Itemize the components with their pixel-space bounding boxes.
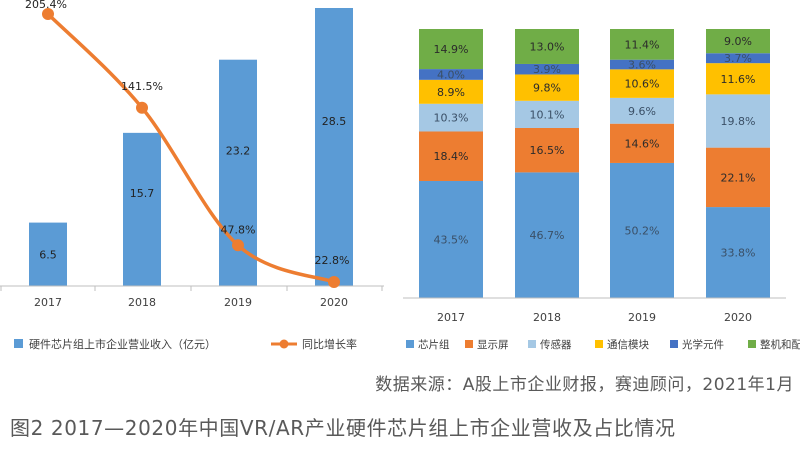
share-data-label: 11.6% — [721, 73, 756, 86]
legend-swatch-share-0 — [406, 340, 414, 348]
share-data-label: 22.1% — [721, 171, 756, 184]
growth-rate-line — [46, 12, 336, 284]
legend-label-share: 显示屏 — [477, 339, 509, 351]
share-segment-2017-2 — [419, 103, 483, 132]
share-data-label: 19.8% — [721, 115, 756, 128]
share-data-label: 14.9% — [434, 43, 469, 56]
share-segment-2020-0 — [706, 207, 770, 298]
growth-point-2017 — [42, 8, 54, 20]
revenue-data-label: 23.2 — [226, 145, 251, 158]
share-data-label: 10.1% — [530, 108, 565, 121]
growth-data-label: 205.4% — [25, 0, 67, 11]
share-data-label: 10.3% — [434, 112, 469, 125]
share-segment-2020-5 — [706, 29, 770, 54]
share-segment-2017-0 — [419, 180, 483, 298]
share-data-label: 16.5% — [530, 144, 565, 157]
share-segment-2020-1 — [706, 147, 770, 208]
share-segment-2017-3 — [419, 79, 483, 104]
legend-label-share: 整机和配件 — [760, 338, 800, 351]
legend-swatch-growth-marker — [279, 339, 289, 349]
revenue-bar-2018 — [123, 132, 161, 286]
share-data-label: 3.9% — [533, 63, 561, 76]
share-segment-2018-5 — [515, 29, 579, 64]
source-note: 数据来源：A股上市企业财报，赛迪顾问，2021年1月 — [375, 375, 794, 395]
share-data-label: 43.5% — [434, 233, 469, 246]
growth-data-label: 47.8% — [221, 223, 256, 236]
share-segment-2020-3 — [706, 63, 770, 95]
revenue-data-label: 15.7 — [130, 187, 155, 200]
share-segment-2018-0 — [515, 172, 579, 298]
share-data-label: 3.6% — [628, 59, 656, 72]
legend-label-growth: 同比增长率 — [302, 337, 357, 351]
legend-swatch-revenue — [14, 339, 23, 348]
legend-label-share: 通信模块 — [607, 339, 649, 351]
share-data-label: 18.4% — [434, 150, 469, 163]
share-segment-2019-4 — [610, 59, 674, 70]
share-segment-2017-5 — [419, 29, 483, 70]
revenue-bar-2017 — [29, 222, 67, 286]
share-segment-2020-2 — [706, 94, 770, 148]
right-x-tick-label: 2018 — [533, 311, 561, 324]
share-segment-2018-3 — [515, 74, 579, 101]
share-data-label: 9.6% — [628, 105, 656, 118]
share-data-label: 33.8% — [721, 247, 756, 260]
right-x-tick-label: 2019 — [628, 311, 656, 324]
charts-canvas: 2017 2018 2019 2020 6.5 15.7 23.2 28.5 205.4% 141… — [0, 0, 800, 351]
share-segment-2019-1 — [610, 123, 674, 163]
share-segment-2019-5 — [610, 29, 674, 60]
share-segment-2018-4 — [515, 63, 579, 75]
share-segment-2018-1 — [515, 127, 579, 173]
share-data-label: 11.4% — [625, 38, 660, 51]
revenue-bar-2020 — [315, 8, 353, 286]
right-x-tick-label: 2020 — [724, 311, 752, 324]
share-segment-2019-2 — [610, 97, 674, 124]
growth-data-label: 141.5% — [121, 80, 163, 93]
share-data-label: 46.7% — [530, 229, 565, 242]
left-x-tick-label: 2019 — [224, 296, 252, 309]
share-data-label: 50.2% — [625, 224, 660, 237]
share-data-label: 13.0% — [530, 40, 565, 53]
share-data-label: 14.6% — [625, 137, 660, 150]
share-segment-2019-0 — [610, 162, 674, 298]
share-segment-2019-3 — [610, 69, 674, 98]
revenue-data-label: 28.5 — [322, 115, 347, 128]
legend-swatch-share-5 — [748, 340, 756, 348]
growth-point-2018 — [136, 101, 148, 114]
right-x-tick-label: 2017 — [437, 311, 465, 324]
share-segment-2018-2 — [515, 100, 579, 128]
left-x-tick-label: 2020 — [320, 296, 348, 309]
growth-data-label: 22.8% — [315, 254, 350, 267]
growth-point-2020 — [328, 276, 340, 288]
share-data-label: 9.0% — [724, 35, 752, 48]
share-data-label: 10.6% — [625, 78, 660, 91]
legend-swatch-share-4 — [670, 340, 678, 348]
figure-title: 图2 2017—2020年中国VR/AR产业硬件芯片组上市企业营收及占比情况 — [10, 416, 676, 440]
share-data-label: 9.8% — [533, 82, 561, 95]
legend-swatch-share-1 — [465, 340, 473, 348]
share-data-label: 4.0% — [437, 68, 465, 81]
share-segment-2017-4 — [419, 69, 483, 80]
legend-label-revenue: 硬件芯片组上市企业营业收入（亿元） — [29, 337, 216, 351]
left-x-tick-label: 2018 — [128, 296, 156, 309]
left-x-tick-label: 2017 — [34, 296, 62, 309]
legend-swatch-share-2 — [528, 340, 536, 348]
share-segment-2017-1 — [419, 131, 483, 181]
legend-label-share: 光学元件 — [682, 338, 724, 351]
share-segment-2020-4 — [706, 53, 770, 64]
growth-point-2019 — [232, 239, 244, 252]
revenue-data-label: 6.5 — [39, 248, 57, 261]
share-data-label: 3.7% — [724, 52, 752, 65]
legend-swatch-share-3 — [595, 340, 603, 348]
revenue-bar-2019 — [219, 59, 257, 287]
share-data-label: 8.9% — [437, 86, 465, 99]
legend-label-share: 芯片组 — [418, 338, 450, 351]
legend-label-share: 传感器 — [540, 338, 572, 351]
